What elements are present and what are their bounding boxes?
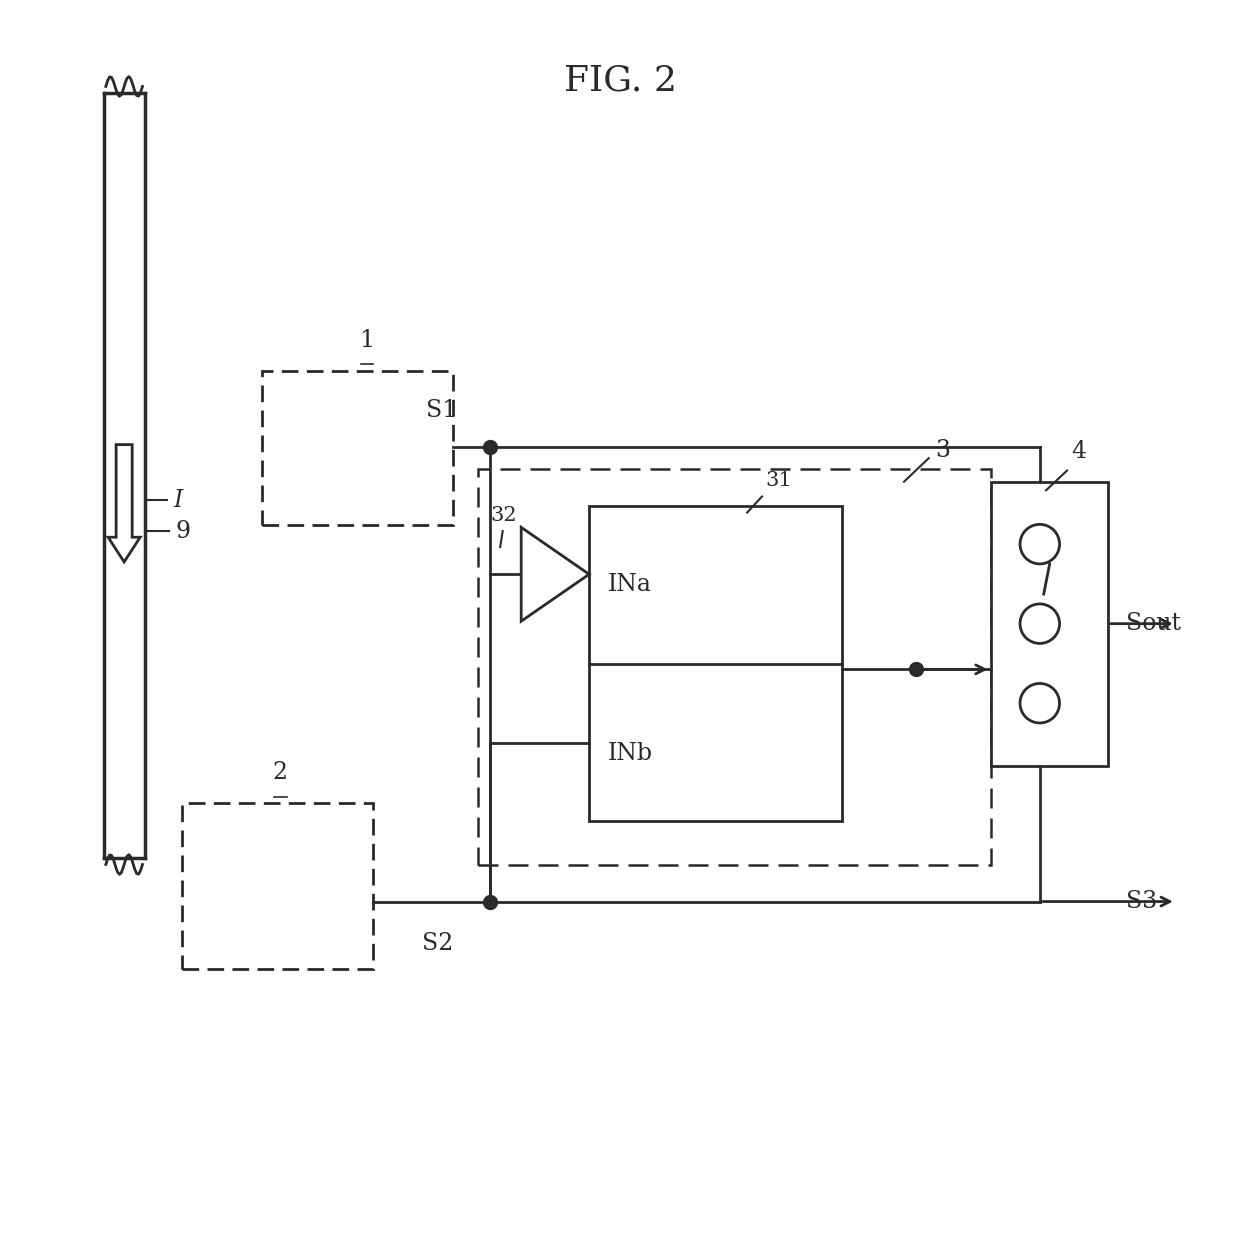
Text: INb: INb — [608, 742, 652, 764]
Text: Sout: Sout — [1126, 613, 1182, 635]
Bar — [991, 482, 1107, 766]
Circle shape — [1021, 525, 1059, 564]
Circle shape — [1021, 604, 1059, 643]
Text: INa: INa — [608, 573, 651, 595]
Bar — [262, 370, 454, 525]
Text: 4: 4 — [1071, 440, 1086, 463]
Text: 1: 1 — [360, 329, 374, 352]
Text: 3: 3 — [935, 440, 950, 462]
Text: 32: 32 — [490, 506, 517, 525]
Text: FIG. 2: FIG. 2 — [563, 63, 677, 98]
Bar — [589, 506, 842, 821]
Polygon shape — [521, 527, 589, 621]
Polygon shape — [108, 445, 140, 562]
Bar — [477, 469, 991, 864]
Bar — [181, 803, 373, 969]
Text: 9: 9 — [175, 520, 191, 542]
Text: S1: S1 — [425, 399, 458, 422]
Text: 31: 31 — [766, 472, 792, 490]
Text: I: I — [172, 489, 182, 511]
Text: S2: S2 — [422, 932, 454, 956]
Text: S3: S3 — [1126, 890, 1158, 913]
Circle shape — [1021, 683, 1059, 722]
Text: 2: 2 — [273, 761, 288, 784]
